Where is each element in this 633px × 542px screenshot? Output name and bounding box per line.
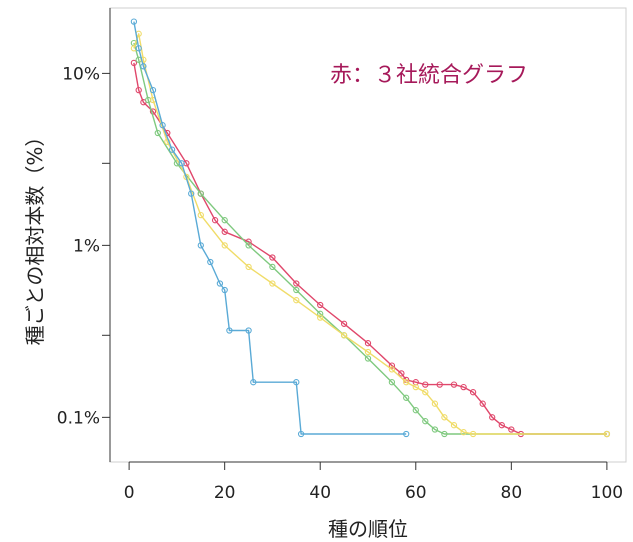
series-1 <box>130 59 611 438</box>
series-line <box>133 33 607 435</box>
data-point <box>245 263 252 271</box>
data-point <box>317 314 324 321</box>
data-point <box>245 242 252 249</box>
data-point <box>297 430 305 438</box>
data-point <box>221 228 228 235</box>
data-point <box>431 426 439 433</box>
x-tick-label: 40 <box>309 483 331 503</box>
data-point <box>403 430 410 438</box>
data-point <box>293 297 300 304</box>
data-point <box>340 320 348 327</box>
data-point <box>317 301 324 309</box>
y-tick-label: 1% <box>73 236 100 256</box>
x-axis: 0 20 40 60 80 100 <box>124 461 623 503</box>
data-point <box>216 280 224 287</box>
data-point <box>211 217 219 224</box>
data-point <box>403 379 410 386</box>
data-point <box>441 414 448 421</box>
data-point <box>498 422 505 429</box>
data-point <box>469 430 477 438</box>
x-tick-label: 0 <box>124 483 135 503</box>
data-point <box>149 86 157 94</box>
data-point <box>450 422 458 429</box>
data-point <box>245 327 252 334</box>
data-point <box>250 379 257 386</box>
data-point <box>293 280 300 287</box>
data-point <box>154 129 161 137</box>
data-point <box>450 381 458 388</box>
data-point <box>221 217 228 224</box>
data-point <box>388 366 396 373</box>
data-point <box>422 381 429 388</box>
series-line <box>133 21 407 435</box>
y-tick-label: 0.1% <box>57 408 100 428</box>
plot-area <box>109 7 627 463</box>
y-axis-title: 種ごとの相対本数（%） <box>23 127 47 346</box>
data-point <box>226 327 233 334</box>
data-point <box>398 370 405 377</box>
data-point <box>135 45 142 52</box>
data-point <box>197 211 204 219</box>
data-point <box>364 355 372 362</box>
data-point <box>269 263 276 271</box>
data-point <box>441 430 448 438</box>
data-point <box>479 400 486 407</box>
data-point <box>364 348 372 356</box>
x-tick-label: 80 <box>501 483 523 503</box>
data-point <box>140 56 147 63</box>
series-4 <box>130 18 410 438</box>
data-point <box>422 389 429 396</box>
series-layer <box>130 18 611 438</box>
data-point <box>436 381 443 388</box>
data-point <box>168 146 176 153</box>
data-point <box>489 414 496 421</box>
data-point <box>603 430 611 438</box>
data-point <box>388 362 396 369</box>
data-point <box>140 63 147 70</box>
x-tick-label: 60 <box>405 483 427 503</box>
data-point <box>130 59 138 67</box>
data-point <box>130 18 138 25</box>
data-point <box>135 86 142 94</box>
x-tick-label: 100 <box>591 483 623 503</box>
y-tick-label: 10% <box>62 64 100 84</box>
data-point <box>403 394 410 401</box>
data-point <box>412 407 419 414</box>
data-point <box>508 426 515 433</box>
data-point <box>412 383 419 391</box>
data-point <box>269 254 276 261</box>
chart-annotation: 赤：３社統合グラフ <box>330 63 528 88</box>
data-point <box>197 242 204 249</box>
data-point <box>388 379 396 386</box>
data-point <box>460 429 467 436</box>
x-axis-title: 種の順位 <box>328 517 408 541</box>
data-point <box>340 332 348 339</box>
data-point <box>460 383 467 391</box>
data-point <box>221 242 228 249</box>
y-axis: 0.1% 1% 10% <box>57 8 111 462</box>
data-point <box>159 122 166 129</box>
data-point <box>469 389 477 396</box>
data-point <box>293 286 300 294</box>
data-point <box>317 310 324 317</box>
data-point <box>178 160 185 167</box>
data-point <box>197 190 204 197</box>
data-point <box>422 418 429 425</box>
data-point <box>188 190 195 197</box>
data-point <box>269 280 276 287</box>
data-point <box>431 400 439 407</box>
data-point <box>293 379 300 386</box>
data-point <box>364 340 372 347</box>
x-tick-label: 20 <box>214 483 236 503</box>
data-point <box>207 258 214 266</box>
data-point <box>221 286 228 294</box>
